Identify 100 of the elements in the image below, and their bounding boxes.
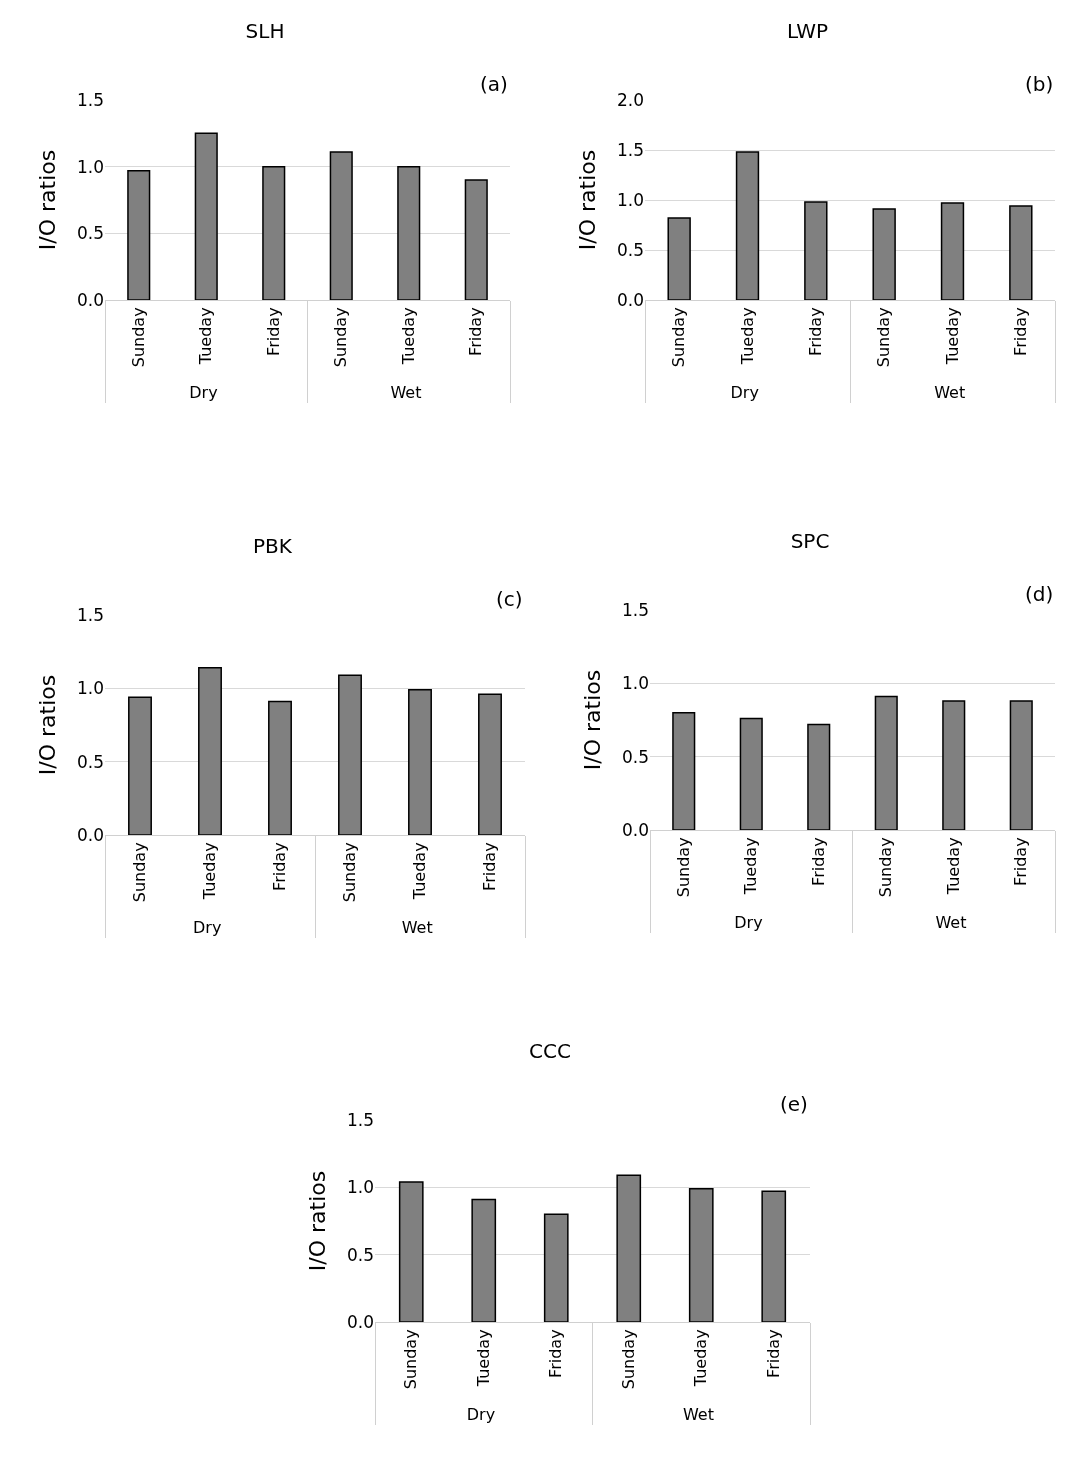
- text: Wet: [934, 383, 966, 403]
- y-tick-label: 1.0: [76, 678, 104, 699]
- bar: [735, 151, 760, 300]
- x-tick-label: Friday: [1011, 837, 1031, 886]
- y-tick-label: 1.5: [616, 139, 644, 160]
- bar: [128, 696, 152, 835]
- text: (b): [1025, 72, 1054, 96]
- bar: [478, 693, 502, 835]
- bar: [268, 700, 292, 835]
- text: Wet: [401, 918, 433, 938]
- text: Dry: [730, 383, 759, 403]
- x-tick-label: Sunday: [669, 307, 689, 368]
- x-tick-label: Friday: [1011, 307, 1031, 356]
- y-axis-title: I/O ratios: [574, 149, 600, 251]
- bar: [198, 667, 222, 835]
- y-tick-label: 2.0: [616, 89, 644, 110]
- chart-title: LWP: [786, 19, 829, 43]
- bar: [874, 695, 898, 830]
- chart-title: PBK: [253, 534, 293, 558]
- y-tick-label: 0.5: [346, 1244, 374, 1265]
- y-tick-label: 1.5: [76, 604, 104, 625]
- bar: [872, 208, 896, 300]
- text: Wet: [682, 1405, 714, 1425]
- x-tick-label: Sunday: [618, 1329, 638, 1390]
- bar: [543, 1213, 569, 1322]
- bar: [471, 1198, 497, 1322]
- x-tick-label: Tueday: [473, 1329, 493, 1388]
- y-tick-label: 1.5: [346, 1109, 374, 1130]
- x-tick-label: Tueday: [200, 842, 220, 901]
- y-tick-label: 0.5: [616, 239, 644, 260]
- text: (d): [1025, 582, 1054, 606]
- y-tick-label: 0.0: [346, 1311, 374, 1332]
- text: Wet: [390, 383, 422, 403]
- x-tick-label: Tueday: [942, 307, 962, 366]
- bar: [672, 711, 696, 830]
- bar: [739, 717, 763, 830]
- y-tick-label: 0.0: [76, 289, 104, 310]
- bar: [464, 179, 488, 300]
- bar: [942, 700, 966, 830]
- x-tick-label: Friday: [806, 307, 826, 356]
- y-axis-title: I/O ratios: [34, 674, 60, 776]
- bar: [262, 165, 286, 300]
- x-tick-label: Sunday: [876, 837, 896, 898]
- y-axis-title: I/O ratios: [304, 1170, 330, 1272]
- y-tick-label: 0.0: [76, 824, 104, 845]
- chart-title: CCC: [529, 1039, 571, 1063]
- y-axis-title: I/O ratios: [34, 149, 60, 251]
- y-tick-label: 1.0: [616, 189, 644, 210]
- x-tick-label: Friday: [466, 307, 486, 356]
- bar: [329, 151, 353, 300]
- y-axis-title: I/O ratios: [579, 669, 605, 771]
- bar: [940, 202, 965, 300]
- y-tick-label: 1.0: [621, 673, 649, 694]
- y-tick-label: 1.5: [621, 599, 649, 620]
- y-tick-label: 1.5: [76, 89, 104, 110]
- bar: [688, 1187, 714, 1322]
- bar: [616, 1174, 642, 1322]
- text: Dry: [466, 1405, 496, 1425]
- x-tick-label: Friday: [808, 837, 828, 886]
- y-tick-label: 0.5: [76, 223, 104, 244]
- chart-title: SPC: [790, 529, 830, 553]
- x-tick-label: Tueday: [410, 842, 430, 901]
- text: (c): [496, 587, 523, 611]
- text: Wet: [935, 913, 967, 933]
- x-tick-label: Sunday: [673, 837, 693, 898]
- x-tick-label: Sunday: [130, 842, 150, 903]
- y-tick-label: 0.5: [76, 751, 104, 772]
- bar: [761, 1190, 787, 1322]
- text: (e): [780, 1092, 808, 1116]
- x-tick-label: Tueday: [691, 1329, 711, 1388]
- y-tick-label: 0.5: [621, 746, 649, 767]
- bar: [338, 674, 362, 835]
- x-tick-label: Friday: [546, 1329, 566, 1378]
- x-tick-label: Friday: [270, 842, 290, 891]
- x-tick-label: Sunday: [340, 842, 360, 903]
- bar: [1009, 205, 1033, 300]
- x-tick-label: Sunday: [401, 1329, 421, 1390]
- bar: [667, 217, 691, 300]
- chart-title: SLH: [245, 19, 285, 43]
- text: Dry: [193, 918, 222, 938]
- text: Dry: [189, 383, 218, 403]
- y-tick-label: 1.0: [76, 156, 104, 177]
- bar: [408, 689, 432, 835]
- x-tick-label: Tueday: [196, 307, 216, 366]
- x-tick-label: Friday: [763, 1329, 783, 1378]
- text: (a): [480, 72, 508, 96]
- bar: [127, 169, 151, 300]
- bar: [397, 165, 421, 300]
- bar: [804, 201, 828, 300]
- x-tick-label: Friday: [480, 842, 500, 891]
- x-tick-label: Friday: [263, 307, 283, 356]
- text: Dry: [734, 913, 763, 933]
- x-tick-label: Sunday: [331, 307, 351, 368]
- x-tick-label: Sunday: [874, 307, 894, 368]
- bar: [194, 132, 218, 300]
- x-tick-label: Tueday: [943, 837, 963, 896]
- x-tick-label: Sunday: [128, 307, 148, 368]
- y-tick-label: 0.0: [616, 289, 644, 310]
- y-tick-label: 0.0: [621, 819, 649, 840]
- y-tick-label: 1.0: [346, 1177, 374, 1198]
